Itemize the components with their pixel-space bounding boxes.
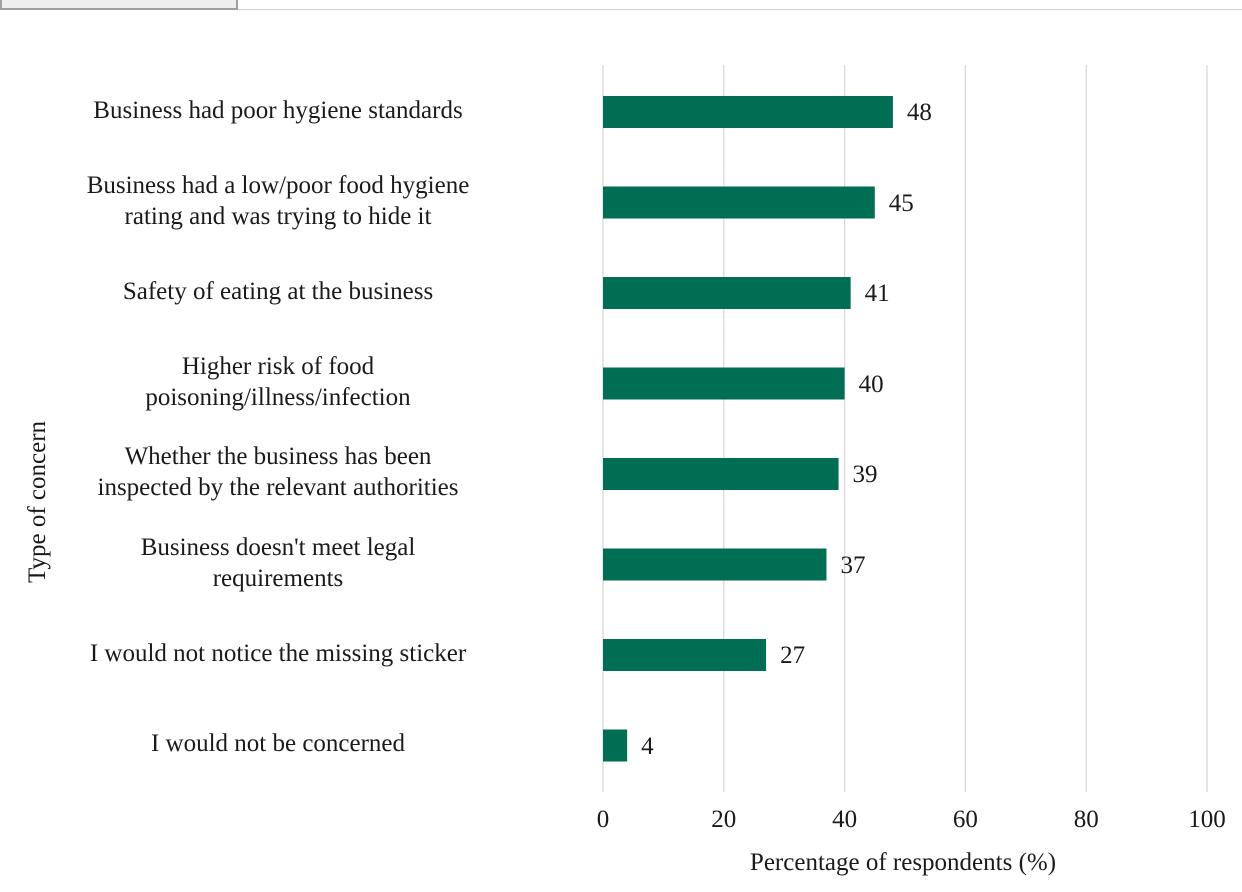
x-tick-label: 40 xyxy=(832,806,858,833)
bar xyxy=(603,458,839,490)
value-label: 37 xyxy=(840,551,866,579)
category-label: Whether the business has been inspected b… xyxy=(97,443,459,501)
x-tick-label: 80 xyxy=(1073,806,1099,833)
category-label: I would not be concerned xyxy=(150,730,406,757)
value-label: 4 xyxy=(641,732,654,760)
bar xyxy=(603,639,767,671)
bar xyxy=(603,367,845,400)
value-label: 40 xyxy=(858,370,884,398)
top-divider xyxy=(238,9,1242,10)
y-axis-title: Type of concern xyxy=(24,420,51,584)
bar xyxy=(603,729,628,762)
bar xyxy=(603,186,875,219)
category-label: Business had poor hygiene standards xyxy=(93,96,463,124)
x-axis-title: Percentage of respondents (%) xyxy=(749,849,1057,876)
category-label: I would not notice the missing sticker xyxy=(89,639,467,667)
category-label: Business had a low/poor food hygiene rati… xyxy=(86,171,470,230)
value-label: 39 xyxy=(852,461,878,488)
category-label: Higher risk of food poisoning/illness/inf… xyxy=(145,352,411,411)
value-label: 27 xyxy=(780,642,806,669)
bar xyxy=(603,96,893,128)
category-label: Business doesn't meet legal requirements xyxy=(140,533,416,592)
x-tick-label: 20 xyxy=(711,806,737,833)
x-tick-label: 60 xyxy=(952,806,978,833)
x-tick-label: 0 xyxy=(596,806,610,833)
sheet-tab-stub xyxy=(0,0,238,10)
bar xyxy=(603,277,851,309)
value-label: 45 xyxy=(888,189,914,217)
value-label: 41 xyxy=(864,280,890,307)
x-tick-label: 100 xyxy=(1188,806,1226,833)
bar xyxy=(603,548,827,581)
category-label: Safety of eating at the business xyxy=(122,277,434,305)
value-label: 48 xyxy=(906,99,932,126)
